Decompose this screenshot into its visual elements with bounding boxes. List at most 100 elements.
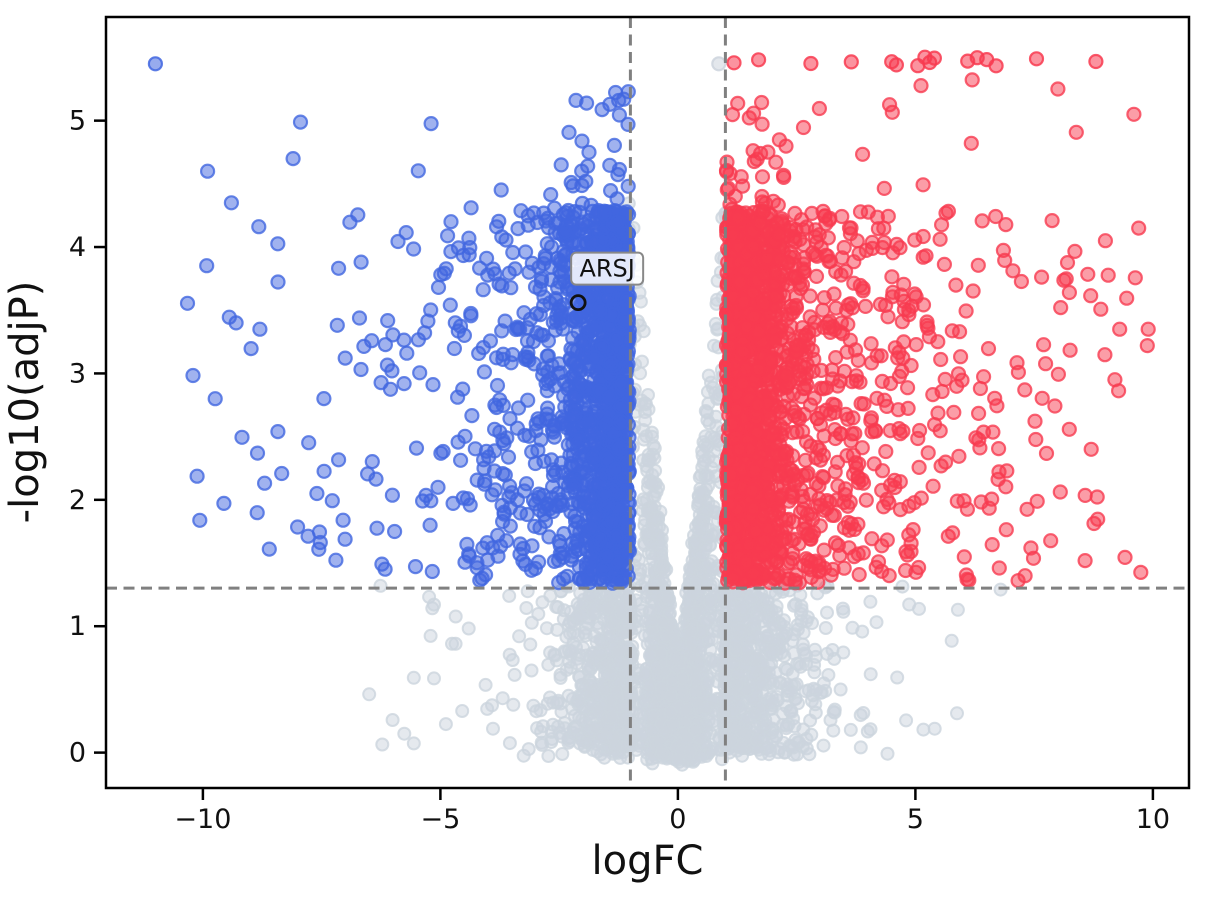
data-point [519,601,534,615]
data-point [410,163,426,179]
data-point [561,688,576,703]
data-point [442,297,458,313]
data-point [608,331,625,347]
data-point [734,600,749,615]
data-point [561,124,577,140]
data-point [890,670,905,685]
data-point [147,56,163,72]
data-point [1047,398,1063,414]
data-point [595,572,611,589]
data-point [533,270,550,286]
data-point [558,420,575,436]
data-point [369,520,385,536]
data-point [270,236,286,252]
data-point [512,505,529,521]
data-point [586,449,602,465]
data-point [821,668,836,682]
data-point [450,434,466,450]
data-point [530,554,547,570]
data-point [594,101,610,118]
data-point [423,628,438,643]
data-point [189,468,205,484]
data-point [1050,366,1067,382]
data-point [555,207,571,223]
data-point [517,427,533,443]
data-point [542,295,558,311]
data-point [587,320,603,336]
data-point [990,441,1007,457]
data-point [608,528,625,544]
data-point [818,621,833,635]
data-point [556,388,572,404]
data-point [518,476,535,492]
data-point [621,533,637,550]
data-point [489,219,505,235]
data-point [793,587,808,602]
data-point [274,465,290,482]
data-point [510,320,526,337]
data-point [671,752,686,767]
data-point [565,479,581,495]
data-point [252,321,268,337]
data-point [290,519,306,535]
data-point [950,706,964,721]
data-point [555,571,572,587]
data-point [489,377,506,394]
data-point [535,256,552,272]
data-point [1044,213,1060,229]
data-point [845,620,860,635]
data-point [602,183,619,199]
data-point [464,408,480,424]
data-point [249,505,265,521]
data-point [649,660,664,675]
data-point [583,590,598,604]
data-point [385,713,400,727]
data-point [684,635,699,650]
data-point [486,721,500,736]
data-point [729,676,744,691]
data-point [503,280,519,296]
data-point [390,233,406,250]
data-point [754,676,769,691]
data-point [463,308,479,324]
data-point [572,669,587,684]
data-point [704,632,719,647]
data-point [665,672,680,687]
data-point [455,381,471,397]
data-point [707,338,721,353]
data-point [663,705,678,720]
data-point [575,712,590,727]
data-point [261,541,277,557]
data-point [633,562,648,577]
data-point [698,542,713,557]
data-point [488,399,505,416]
data-point [612,441,628,457]
data-point [1061,421,1077,437]
data-point [633,294,648,309]
data-point [574,133,590,149]
data-point [459,536,475,553]
data-point [557,223,573,240]
data-point [542,501,558,517]
data-point [863,667,878,682]
data-point [494,323,510,339]
data-point [574,214,591,230]
data-point [649,587,664,602]
data-point [331,260,347,276]
data-point [502,478,518,494]
data-point [807,657,822,672]
data-point [436,265,452,281]
data-point [1068,124,1084,140]
data-point [539,621,554,636]
data-point [380,313,396,329]
data-point [529,214,545,231]
data-point [554,704,569,719]
data-point [747,706,762,721]
data-point [766,618,781,633]
data-point [869,615,884,630]
data-point [456,327,472,343]
data-point [927,721,942,736]
data-point [516,305,532,321]
data-point [899,713,914,728]
data-point [739,651,754,666]
